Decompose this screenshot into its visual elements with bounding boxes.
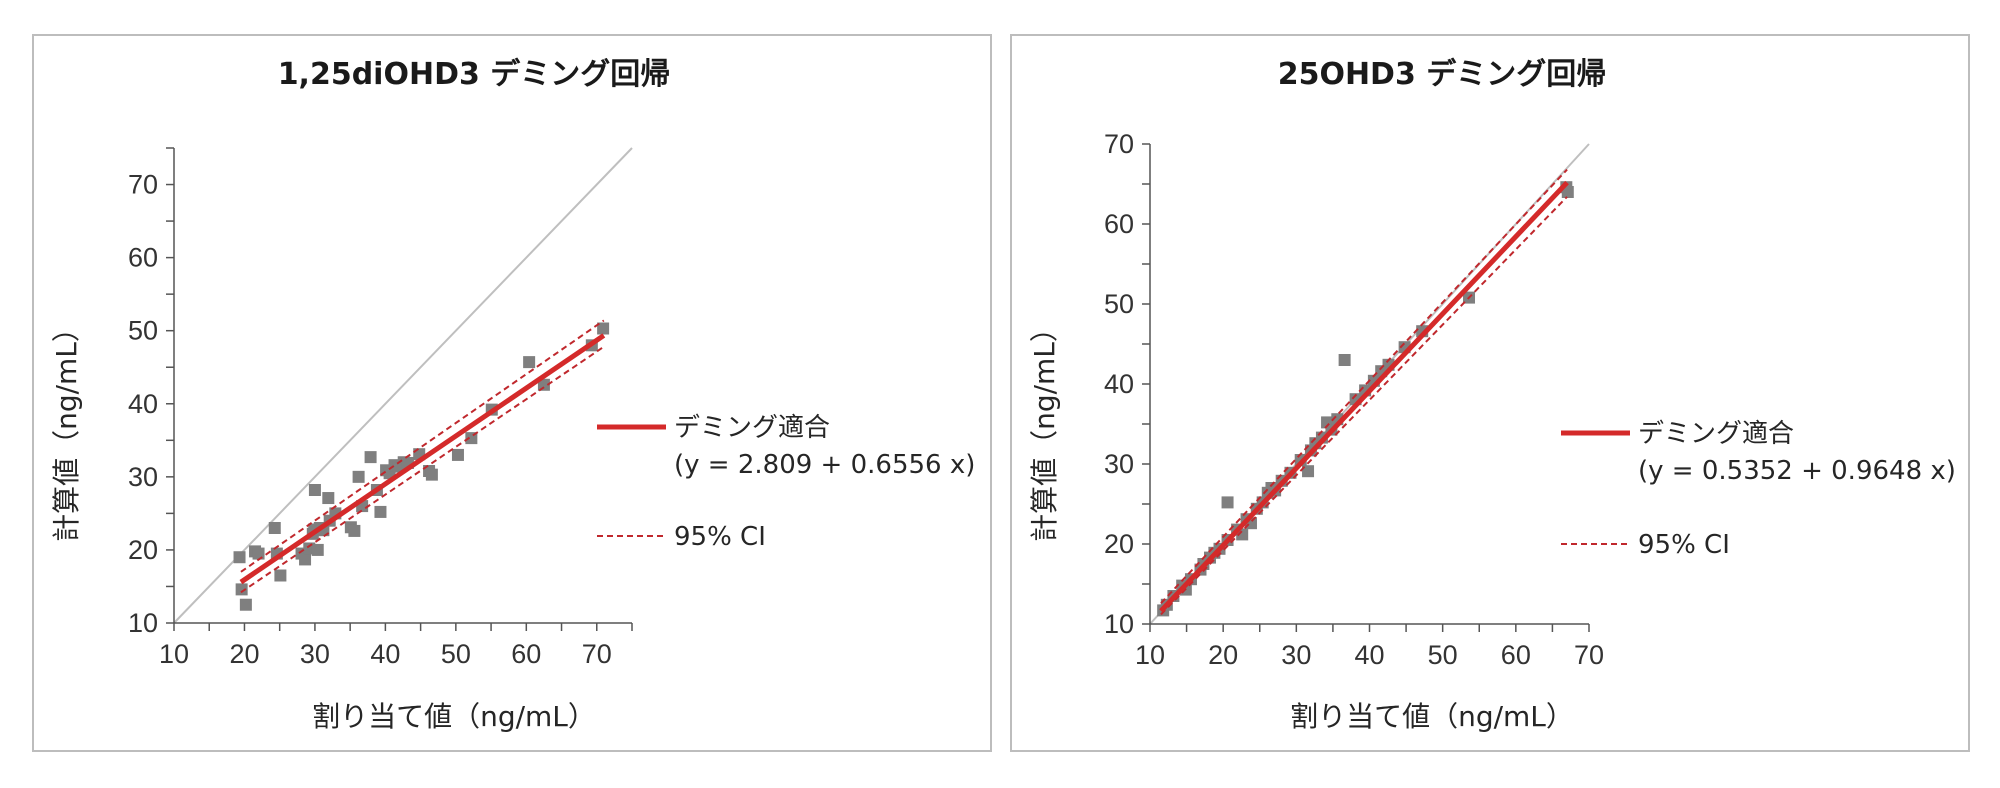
y-tick-label: 20	[128, 535, 158, 565]
legend: デミング適合 (y = 0.5352 + 0.9648 x) 95% CI	[1561, 419, 1956, 560]
chart-panel-1251-diohd3: 1,25diOHD3 デミング回帰 10 20 30 40 50 60 70 10 20 30 40…	[32, 34, 992, 752]
data-point	[425, 468, 438, 481]
y-tick-label: 10	[128, 608, 158, 638]
data-point	[356, 500, 369, 513]
chart-svg-1251-diohd3: 1,25diOHD3 デミング回帰 10 20 30 40 50 60 70 10 20 30 40…	[50, 57, 975, 733]
y-tick-label: 70	[1104, 129, 1134, 159]
data-point	[268, 522, 281, 534]
x-tick-label: 40	[370, 639, 400, 669]
legend-label-deming-fit: デミング適合	[1638, 419, 1794, 449]
x-tick-label: 30	[1281, 640, 1311, 670]
y-tick-label: 60	[1104, 209, 1134, 239]
data-point	[235, 583, 248, 596]
plot-area: 10 20 30 40 50 60 70 10 20 30 40 50 60 70	[1104, 129, 1604, 670]
ci-line	[240, 319, 605, 573]
data-point	[537, 378, 550, 391]
x-tick-label: 70	[582, 639, 612, 669]
legend-label-ci: 95% CI	[1638, 530, 1730, 560]
chart-panel-25ohd3: 25OHD3 デミング回帰 10 20 30 40 50 60 70 10 20 30 40 50 60…	[1010, 34, 1970, 752]
y-tick-label: 20	[1104, 529, 1134, 559]
data-point	[308, 484, 321, 496]
data-point	[322, 492, 335, 505]
data-point	[233, 551, 246, 564]
data-point	[1302, 465, 1315, 478]
data-point	[311, 543, 324, 556]
chart-title: 1,25diOHD3 デミング回帰	[278, 57, 671, 92]
y-axis-label: 計算値（ng/mL）	[1028, 314, 1061, 542]
y-tick-label: 40	[128, 389, 158, 419]
legend-equation: (y = 2.809 + 0.6556 x)	[674, 450, 975, 480]
data-point	[348, 524, 361, 537]
y-tick-label: 50	[128, 316, 158, 346]
data-point	[274, 569, 287, 582]
ci-line	[1160, 168, 1568, 604]
data-point	[364, 451, 377, 464]
x-axis-label: 割り当て値（ng/mL）	[1290, 700, 1574, 733]
deming-fit-line	[239, 333, 606, 585]
y-tick-label: 50	[1104, 289, 1134, 319]
data-point	[1338, 354, 1351, 366]
data-point	[523, 356, 536, 369]
data-point	[352, 470, 365, 483]
x-tick-label: 10	[1135, 640, 1165, 670]
x-tick-label: 20	[229, 639, 259, 669]
plot-area: 10 20 30 40 50 60 70 10 20 30 40 50 60 70	[128, 147, 633, 669]
data-point	[1221, 496, 1234, 509]
legend: デミング適合 (y = 2.809 + 0.6556 x) 95% CI	[597, 413, 975, 552]
x-tick-label: 30	[300, 639, 330, 669]
x-tick-label: 40	[1354, 640, 1384, 670]
chart-svg-25ohd3: 25OHD3 デミング回帰 10 20 30 40 50 60 70 10 20 30 40 50 60…	[1028, 57, 1956, 733]
y-tick-label: 30	[1104, 449, 1134, 479]
x-tick-label: 20	[1208, 640, 1238, 670]
y-tick-label: 70	[128, 170, 158, 200]
y-tick-label: 40	[1104, 369, 1134, 399]
legend-label-deming-fit: デミング適合	[674, 413, 830, 443]
x-axis-label: 割り当て値（ng/mL）	[312, 700, 596, 733]
data-point	[451, 448, 464, 461]
data-point	[239, 598, 252, 611]
y-tick-label: 60	[128, 243, 158, 273]
x-tick-label: 70	[1574, 640, 1604, 670]
data-point	[374, 505, 387, 518]
x-tick-label: 60	[1501, 640, 1531, 670]
x-tick-label: 50	[1428, 640, 1458, 670]
x-tick-label: 10	[159, 639, 189, 669]
deming-fit-line	[1159, 180, 1569, 613]
data-point	[1561, 186, 1574, 198]
legend-label-ci: 95% CI	[674, 522, 766, 552]
identity-line	[173, 147, 633, 624]
legend-equation: (y = 0.5352 + 0.9648 x)	[1638, 456, 1956, 486]
y-tick-label: 10	[1104, 609, 1134, 639]
ci-line	[240, 345, 605, 594]
data-point	[252, 547, 265, 560]
y-tick-label: 30	[128, 462, 158, 492]
chart-title: 25OHD3 デミング回帰	[1278, 57, 1607, 92]
x-tick-label: 50	[441, 639, 471, 669]
ci-line	[1160, 196, 1568, 616]
x-tick-label: 60	[511, 639, 541, 669]
y-axis-label: 計算値（ng/mL）	[50, 314, 83, 542]
data-point	[299, 553, 312, 566]
data-point	[597, 322, 610, 335]
